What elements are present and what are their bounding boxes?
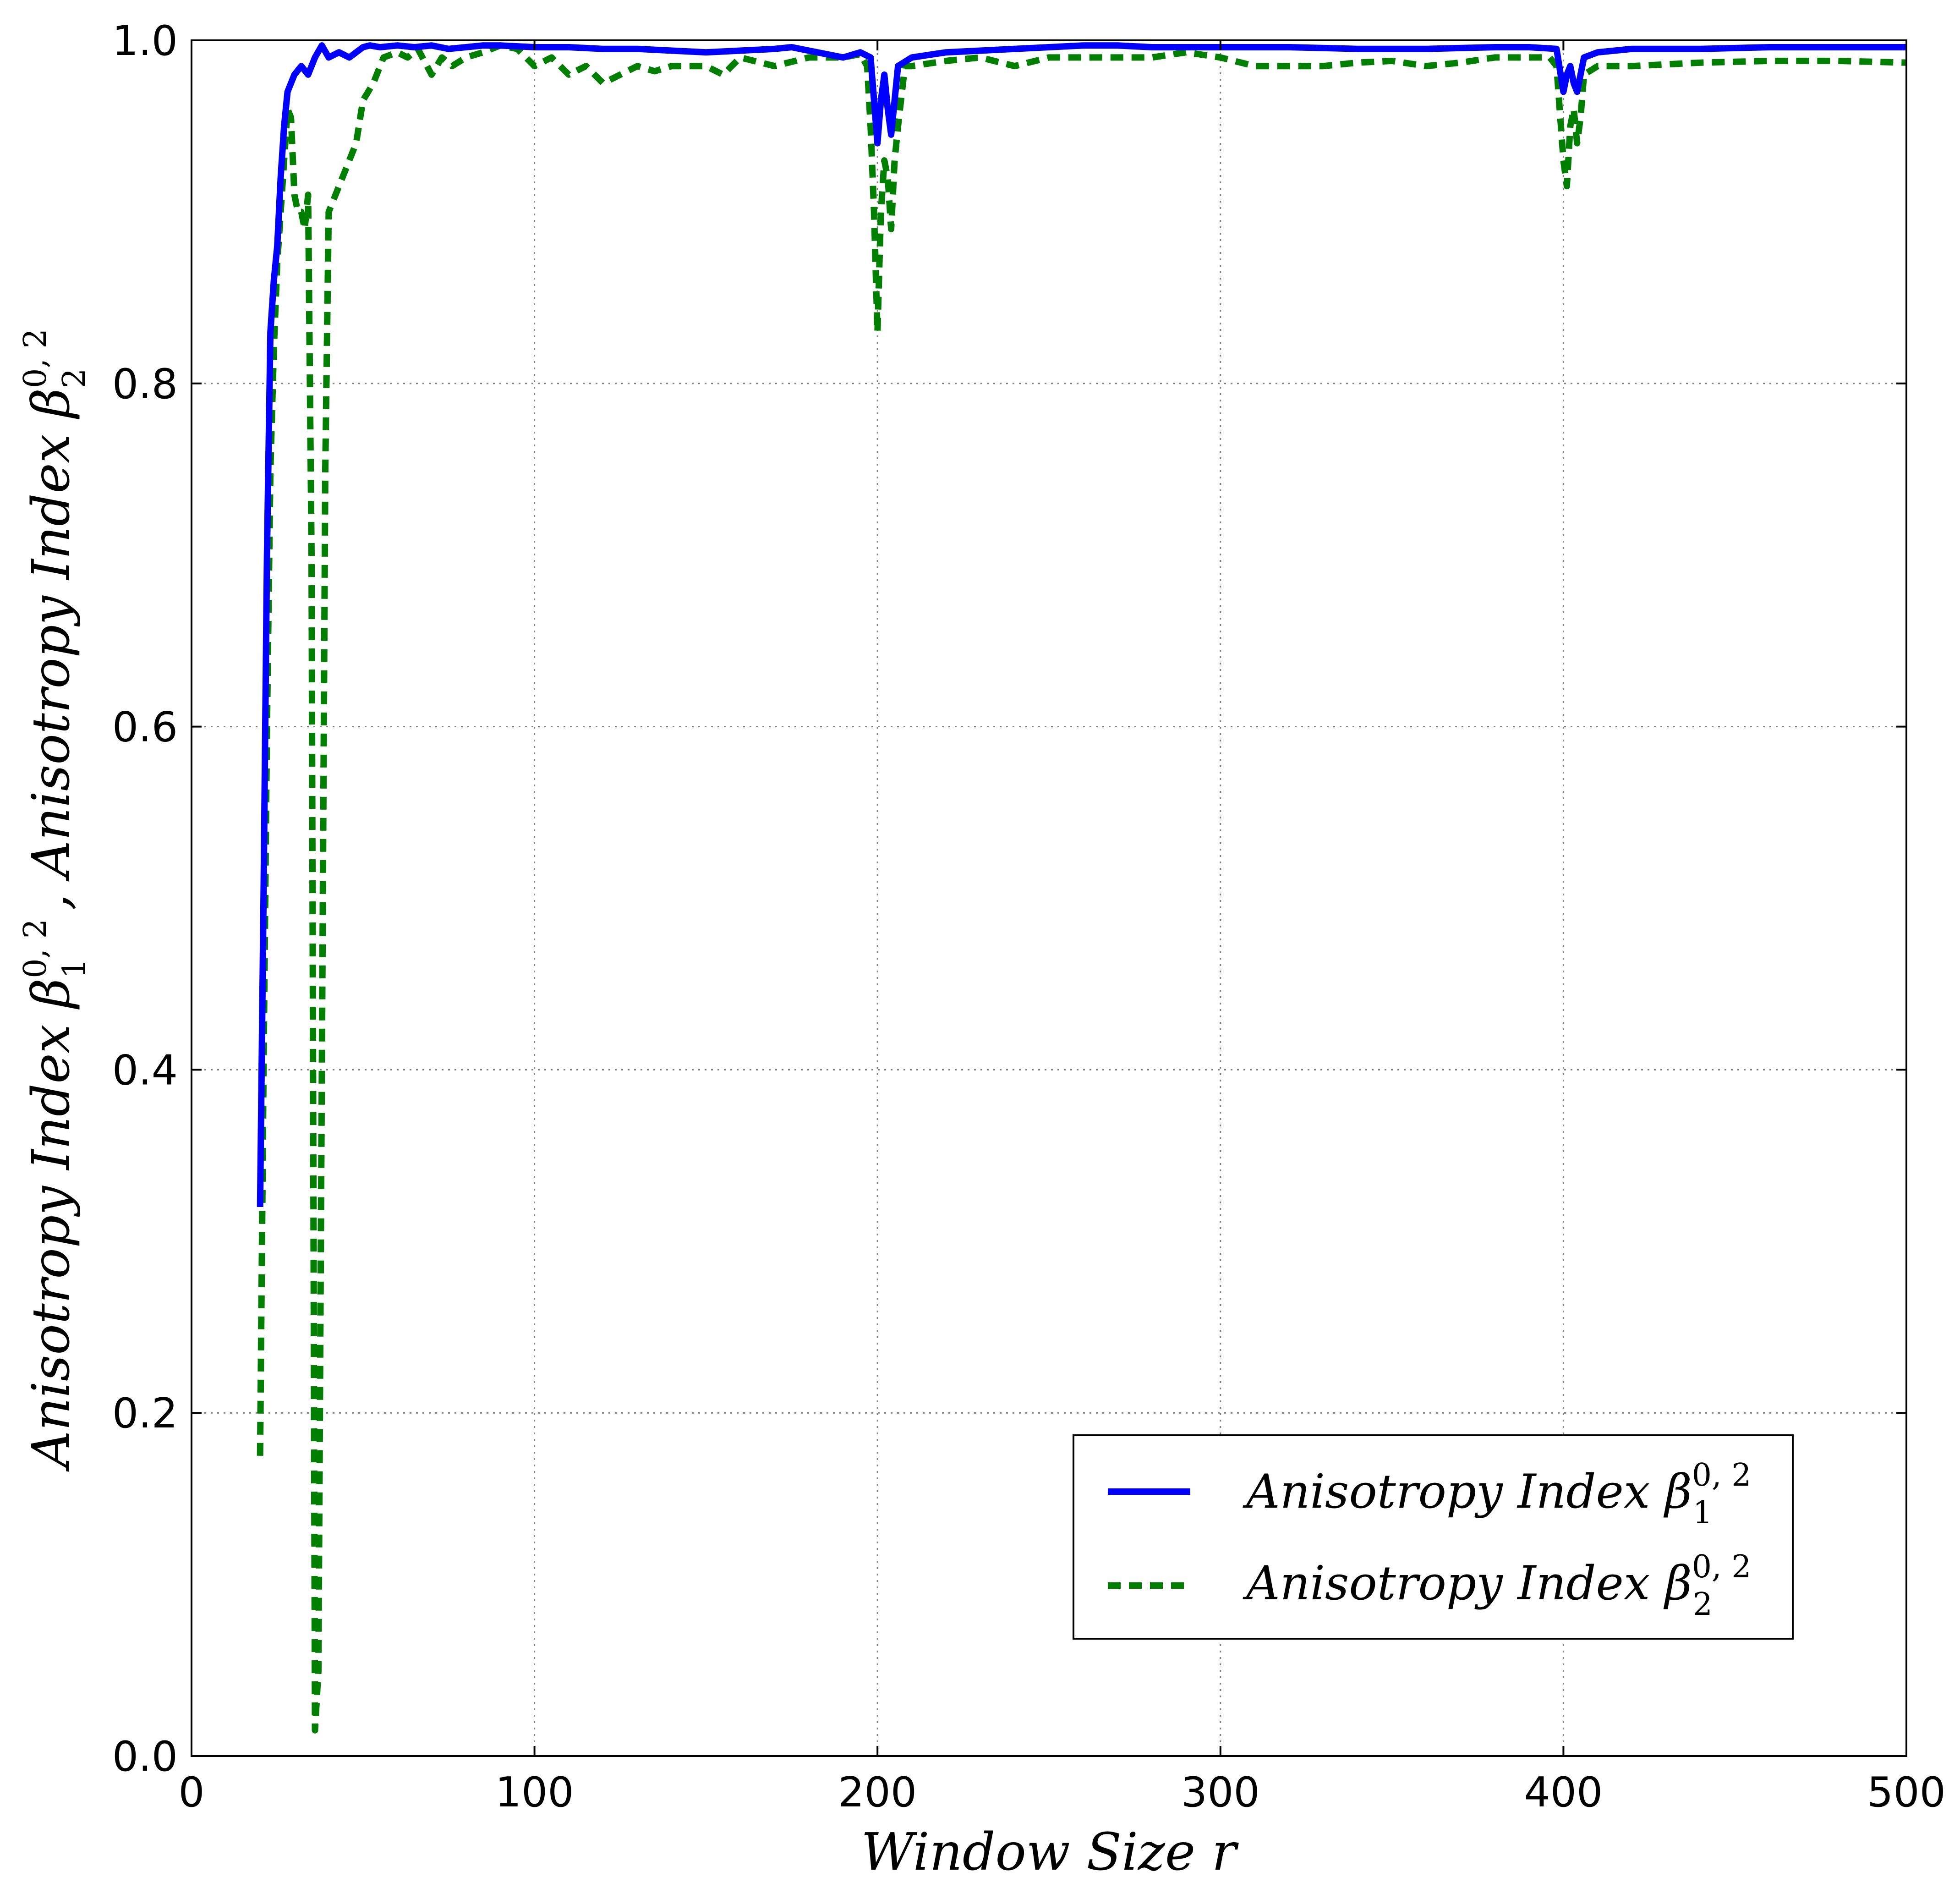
y-axis-title: Anisotropy Index β0, 21 , Anisotropy Ind… [17,329,93,1472]
y-axis-title-sub1: 1 [56,959,93,978]
legend-box [1073,1434,1794,1640]
x-axis-title: Window Size r [861,1822,1239,1882]
y-tick-label: 0.0 [112,1733,178,1781]
x-tick-label: 400 [1524,1768,1603,1817]
y-axis-title-sup1: 0, 2 [17,919,54,978]
y-axis-title-separator: , [22,878,81,927]
svg-text:Anisotropy Index β0, 21 , Ani: Anisotropy Index β0, 21 , Anisotropy Ind… [17,329,93,1472]
legend-label-series1-sub: 1 [1693,1495,1713,1531]
y-tick-label: 0.8 [112,360,178,408]
y-axis-title-sub2: 2 [56,368,93,388]
series-line-beta1 [257,42,1906,1207]
plot-frame [191,39,1907,1757]
x-tick-label: 300 [1181,1768,1260,1817]
y-axis-title-sup2: 0, 2 [17,329,54,388]
series-layer [257,42,1907,1734]
ticks: 0 100 200 300 400 500 0.0 0.2 0.4 0.6 0.8 1.0 [112,17,1946,1817]
y-axis-title-part1: Anisotropy Index β [22,978,81,1472]
x-tick-label: 100 [495,1768,574,1817]
x-tick-label: 200 [838,1768,917,1817]
legend-label-series2-name: Anisotropy Index β [1243,1556,1692,1611]
y-axis-title-part2: Anisotropy Index β [22,388,81,882]
y-tick-label: 0.2 [112,1389,178,1438]
legend-label-series2-sub: 2 [1693,1586,1713,1623]
legend-label-series1-sup: 0, 2 [1692,1457,1752,1493]
legend-label-series2-sup: 0, 2 [1692,1549,1752,1585]
legend-label-series1-name: Anisotropy Index β [1243,1465,1692,1519]
x-tick-label: 500 [1867,1768,1946,1817]
y-tick-label: 0.4 [112,1046,178,1094]
x-tick-label: 0 [178,1768,204,1817]
y-tick-label: 0.6 [112,703,178,752]
series-line-beta2 [257,42,1907,1734]
y-tick-label: 1.0 [112,17,178,65]
